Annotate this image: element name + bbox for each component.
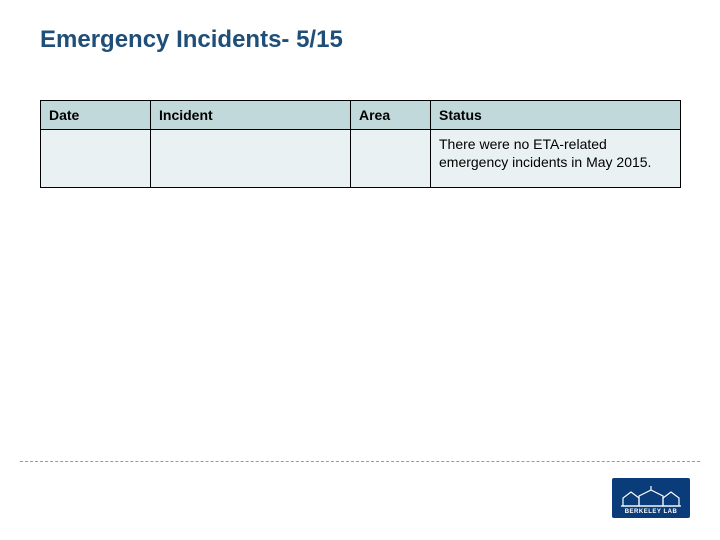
table-header-row: Date Incident Area Status [41,101,681,130]
col-header-date: Date [41,101,151,130]
cell-incident [151,130,351,188]
col-header-area: Area [351,101,431,130]
cell-status: There were no ETA-related emergency inci… [431,130,681,188]
col-header-status: Status [431,101,681,130]
cell-date [41,130,151,188]
logo-label: BERKELEY LAB [625,509,678,515]
berkeley-lab-logo: BERKELEY LAB [612,478,690,518]
building-icon [621,486,681,508]
table-row: There were no ETA-related emergency inci… [41,130,681,188]
incidents-table: Date Incident Area Status There were no … [40,100,681,188]
page-title: Emergency Incidents- 5/15 [40,26,343,54]
slide: Emergency Incidents- 5/15 Date Incident … [0,0,720,540]
incidents-table-wrap: Date Incident Area Status There were no … [40,100,680,188]
cell-area [351,130,431,188]
col-header-incident: Incident [151,101,351,130]
footer-divider [20,461,700,462]
